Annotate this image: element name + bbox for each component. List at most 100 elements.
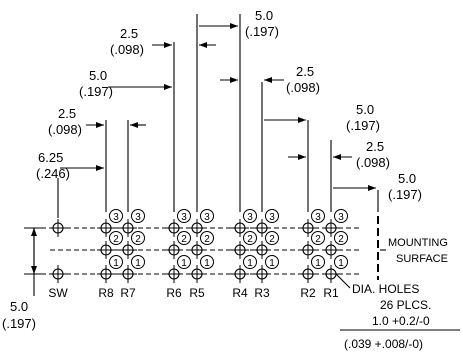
row-number-label: 1 (338, 258, 344, 269)
row-number-circle (177, 255, 191, 269)
dim-6.25-inch-label: (.246) (36, 166, 70, 181)
hole-col5-row2 (231, 241, 249, 259)
column-label-r8: R8 (98, 286, 114, 300)
row-number-circle (131, 231, 145, 245)
hole-col3-row2 (165, 241, 183, 259)
row-number-label: 3 (181, 212, 187, 223)
row-number-circle (243, 231, 257, 245)
row-number-label: 1 (269, 258, 275, 269)
hole-col3-row3 (165, 219, 183, 237)
row-number-circle (243, 255, 257, 269)
row-number-circle (200, 255, 214, 269)
mounting-surface-line2: SURFACE (396, 253, 448, 265)
column-label-r1: R1 (323, 286, 339, 300)
column-label-r5: R5 (189, 286, 205, 300)
row-number-circle (131, 209, 145, 223)
row-number-circle (109, 255, 123, 269)
hole-grid (49, 219, 340, 283)
hole-col4-row3 (188, 219, 206, 237)
hole-col1-row1 (97, 265, 115, 283)
holes-note-line1: DIA. HOLES (352, 282, 419, 296)
column-label-r4: R4 (232, 286, 248, 300)
row-number-circle (265, 255, 279, 269)
mounting-surface-line1: MOUNTING (388, 237, 448, 249)
row-number-circle (200, 231, 214, 245)
holes-note-line4: (.039 +.008/-0) (344, 337, 423, 351)
row-number-label: 3 (113, 212, 119, 223)
row-number-label: 3 (135, 212, 141, 223)
dim-2.5-r8-label: 2.5 (58, 106, 76, 121)
dim-2.5-r6-label: 2.5 (120, 26, 138, 41)
hole-col5-row3 (231, 219, 249, 237)
row-number-circle (177, 231, 191, 245)
dim-6.25-label: 6.25 (38, 150, 63, 165)
dim-2.5-r8-inch-label: (.098) (48, 122, 82, 137)
hole-col8-row2 (322, 241, 340, 259)
holes-note-line3: 1.0 +0.2/-0 (372, 314, 430, 328)
hole-col6-row1 (253, 265, 271, 283)
dim-2.5-r3-label: 2.5 (296, 64, 314, 79)
extension-lines (57, 14, 379, 218)
row-number-circle (131, 255, 145, 269)
row-number-circle (311, 209, 325, 223)
hole-col8-row3 (322, 219, 340, 237)
column-label-sw: SW (48, 286, 68, 300)
row-number-label: 3 (338, 212, 344, 223)
hole-col4-row1 (188, 265, 206, 283)
row-number-label: 1 (181, 258, 187, 269)
hole-col6-row2 (253, 241, 271, 259)
row-number-label: 1 (113, 258, 119, 269)
row-number-label: 3 (269, 212, 275, 223)
dim-2.5-r3-inch-label: (.098) (286, 80, 320, 95)
hole-col6-row3 (253, 219, 271, 237)
row-number-label: 3 (247, 212, 253, 223)
dim-5.0-r1-label: 5.0 (398, 171, 416, 186)
dim-2.5-r1-inch-label: (.098) (356, 155, 390, 170)
row-number-label: 3 (315, 212, 321, 223)
dim-2.5-r1-label: 2.5 (366, 139, 384, 154)
dim-5.0-r3-r2-inch-label: (.197) (346, 118, 380, 133)
hole-sw-top (49, 219, 67, 237)
row-number-circle (265, 231, 279, 245)
dim-5.0-row-inch-label: (.197) (2, 316, 36, 331)
holes-note: DIA. HOLES 26 PLCS. 1.0 +0.2/-0 (.039 +.… (340, 282, 460, 351)
row-number-label: 2 (315, 234, 321, 245)
hole-col4-row2 (188, 241, 206, 259)
dimension-labels: 6.25 (.246) 2.5 (.098) 5.0 (.197) 2.5 (.… (2, 8, 422, 331)
row-number-circle (334, 231, 348, 245)
row-number-label: 2 (135, 234, 141, 245)
dim-5.0-row-label: 5.0 (10, 299, 28, 314)
row-number-label: 1 (135, 258, 141, 269)
dim-2.5-r6-inch-label: (.098) (110, 42, 144, 57)
row-number-circle (109, 209, 123, 223)
hole-col7-row1 (299, 265, 317, 283)
holes-note-line2: 26 PLCS. (380, 298, 431, 312)
hole-col1-row2 (97, 241, 115, 259)
row-number-circle (243, 209, 257, 223)
row-number-label: 2 (204, 234, 210, 245)
column-label-r2: R2 (300, 286, 316, 300)
column-label-r7: R7 (120, 286, 136, 300)
row-number-circle (265, 209, 279, 223)
dim-5.0-r8-r6-label: 5.0 (89, 68, 107, 83)
row-number-circle (200, 209, 214, 223)
row-number-circle (177, 209, 191, 223)
hole-col1-row3 (97, 219, 115, 237)
column-label-r6: R6 (166, 286, 182, 300)
hole-col2-row3 (119, 219, 137, 237)
row-number-label: 1 (315, 258, 321, 269)
dim-5.0-r5-r4-label: 5.0 (255, 8, 273, 23)
row-number-label: 2 (338, 234, 344, 245)
row-number-circle (109, 231, 123, 245)
dim-5.0-r3-r2-label: 5.0 (356, 102, 374, 117)
row-number-label: 2 (181, 234, 187, 245)
hole-col7-row3 (299, 219, 317, 237)
dim-5.0-r1-inch-label: (.197) (388, 187, 422, 202)
hole-col3-row1 (165, 265, 183, 283)
row-number-label: 2 (269, 234, 275, 245)
row-number-label: 1 (204, 258, 210, 269)
hole-col8-row1 (322, 265, 340, 283)
row-number-circles: 3 2 1 3 2 1 3 2 1 3 2 1 3 2 1 3 2 1 3 2 1 3 2 1 (109, 209, 348, 269)
